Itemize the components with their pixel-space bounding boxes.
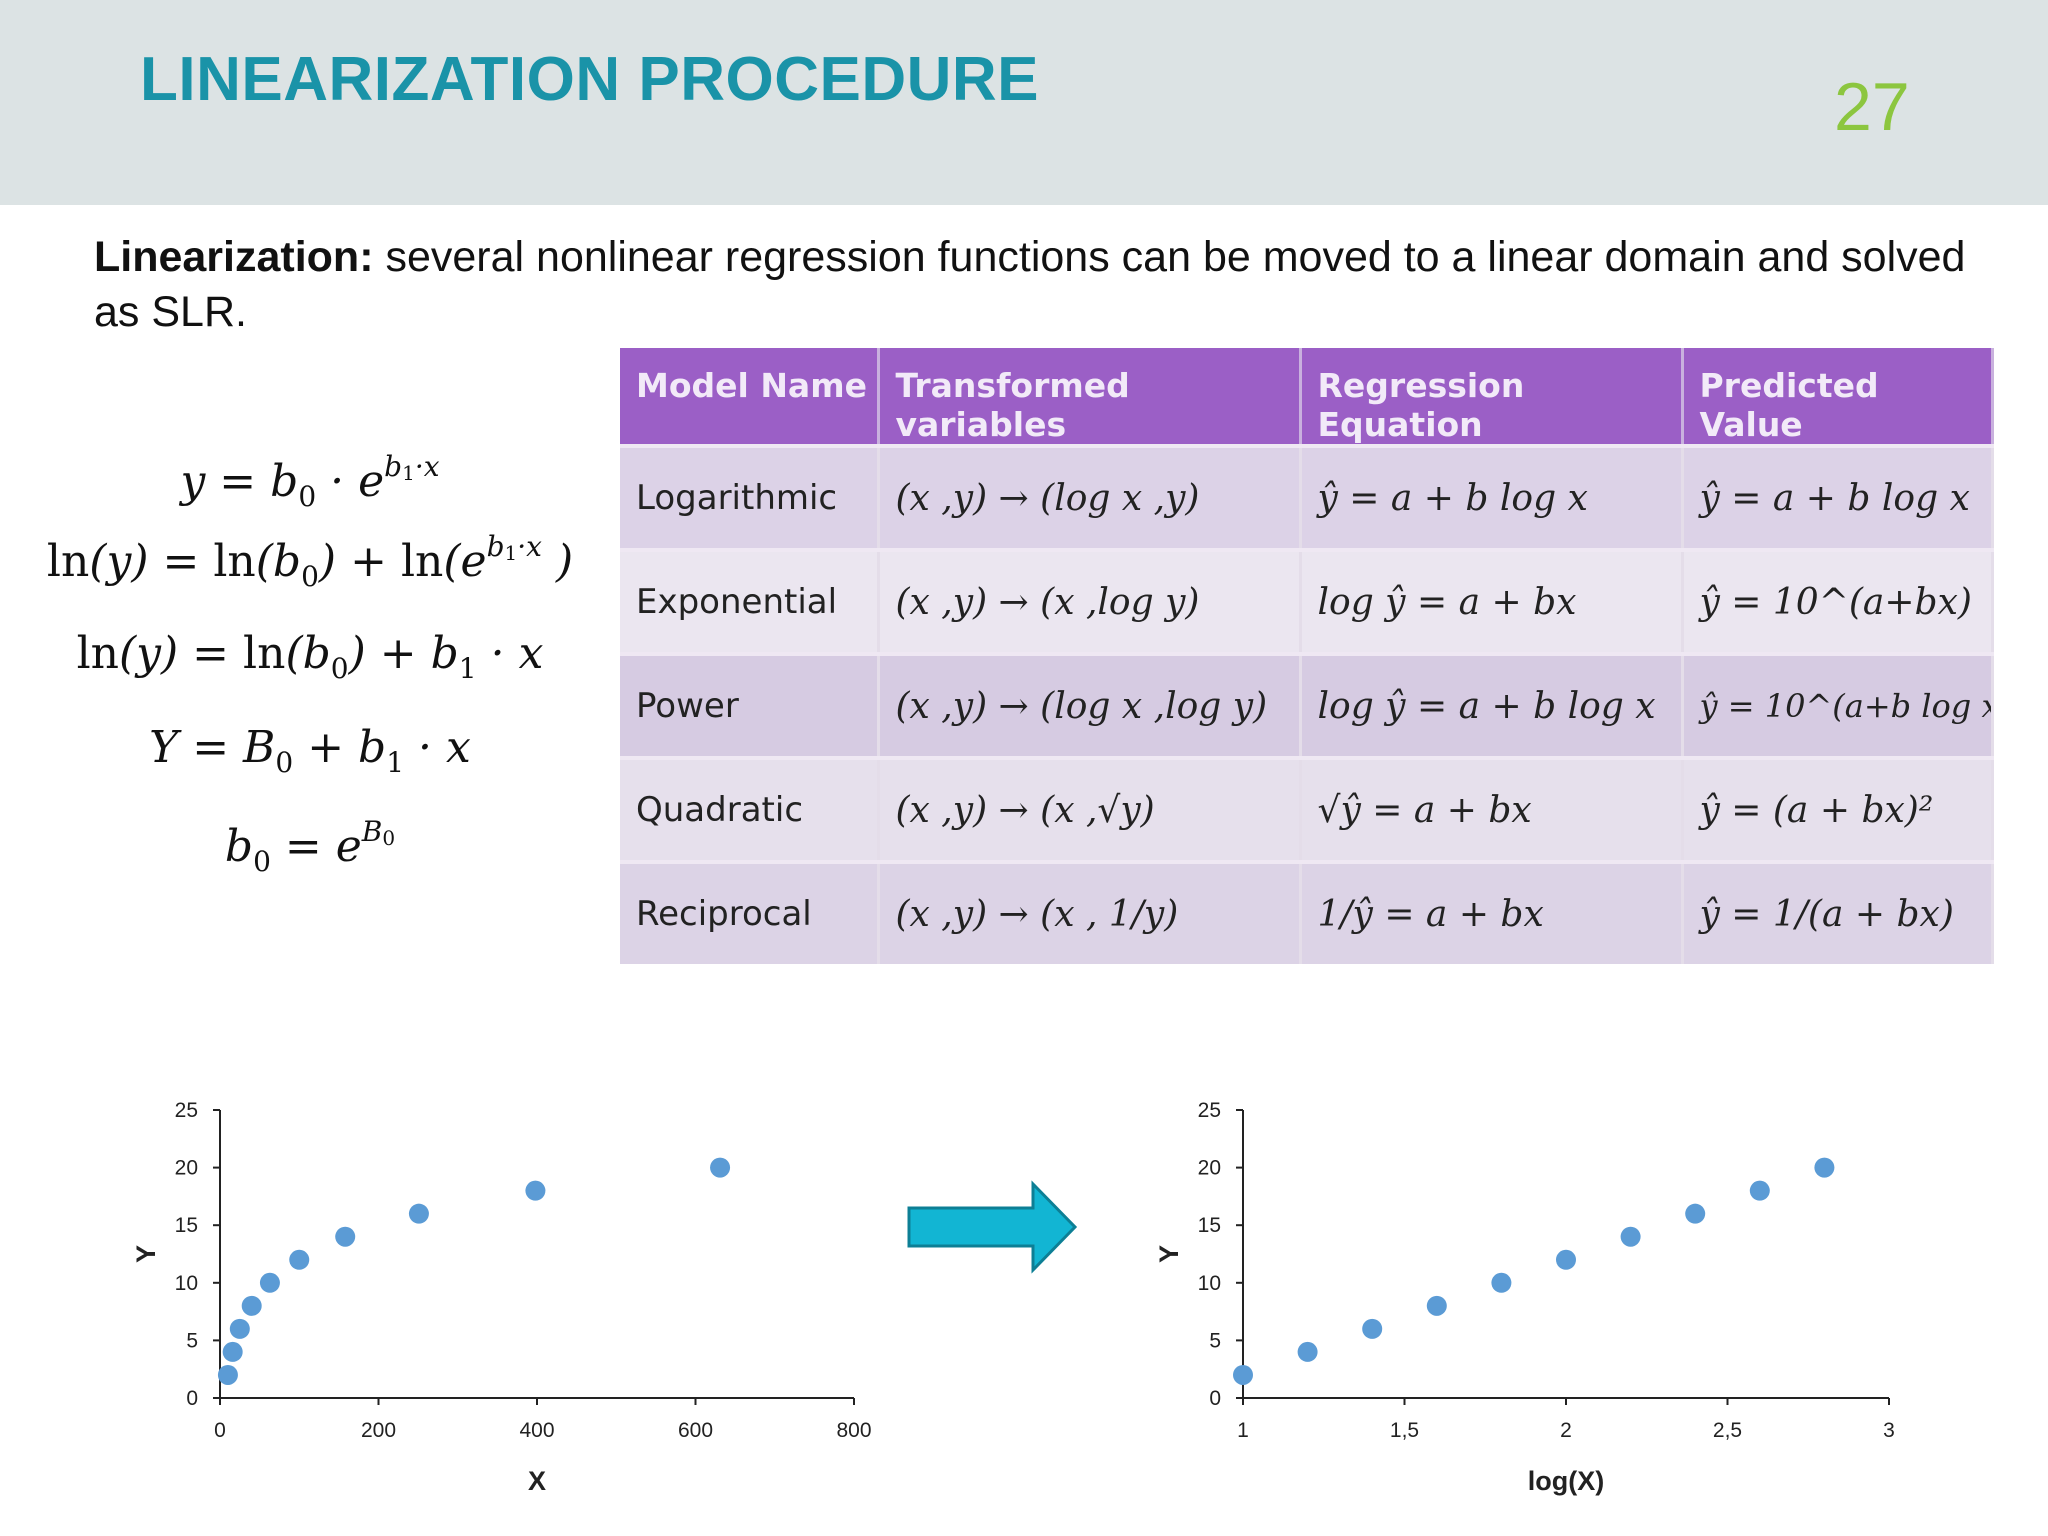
data-point [1362,1318,1383,1339]
y-axis-label: Y [1154,1245,1184,1263]
scatter-chart-logx: 0 5 10 15 20 25 1 1,5 2 2,5 3 log(X) Y [1154,1099,1895,1496]
title-bar: LINEARIZATION PROCEDURE 27 [0,0,2048,205]
regression-equation: 1/ŷ = a + bx [1300,860,1684,964]
header-transformed-variables: Transformed variables [878,348,1302,446]
data-point [1233,1364,1253,1385]
y-tick-label: 20 [175,1157,198,1180]
x-axis-label: X [528,1466,546,1496]
equation-2: ln(y) = ln(b0) + ln(eb1·x ) [46,530,574,593]
data-point [1814,1157,1835,1178]
x-tick-label: 800 [836,1419,871,1442]
scatter-chart-x: 0 5 10 15 20 25 0 200 400 600 800 X Y [131,1099,872,1496]
page-number: 27 [1834,69,1910,145]
equation-5: b0 = eB0 [224,815,396,878]
header-regression-equation: Regression Equation [1300,348,1684,446]
y-tick-label: 20 [1198,1157,1221,1180]
regression-equation: log ŷ = a + bx [1300,548,1684,654]
x-tick-label: 200 [361,1419,396,1442]
x-axis-label: log(X) [1528,1466,1604,1496]
data-point [1491,1272,1512,1293]
y-tick-label: 25 [1198,1099,1221,1122]
table-row: Power (x ,y) → (log x ,log y) log ŷ = a … [620,652,1994,758]
y-axis-label: Y [131,1245,161,1263]
y-tick-label: 15 [175,1214,198,1237]
table-row: Exponential (x ,y) → (x ,log y) log ŷ = … [620,548,1994,654]
equation-1: y = b0 · eb1·x [180,450,440,513]
intro-text: Linearization: several nonlinear regress… [94,230,1974,340]
data-point [1297,1341,1318,1362]
transformed-variables: (x ,y) → (x , 1/y) [878,860,1302,964]
predicted-value: ŷ = 1/(a + bx) [1682,860,1994,964]
data-point [229,1318,250,1339]
y-tick-label: 10 [1198,1272,1221,1295]
data-point [710,1157,731,1178]
x-tick-label: 3 [1883,1419,1895,1442]
header-predicted-value: Predicted Value [1682,348,1994,446]
predicted-value: ŷ = (a + bx)² [1682,756,1994,862]
table-row: Reciprocal (x ,y) → (x , 1/y) 1/ŷ = a + … [620,860,1994,964]
y-tick-label: 5 [1209,1329,1221,1352]
data-point [241,1295,262,1316]
transformed-variables: (x ,y) → (x ,log y) [878,548,1302,654]
intro-term: Linearization: [94,233,374,281]
equation-4: Y = B0 + b1 · x [149,722,471,779]
x-tick-label: 1,5 [1390,1419,1419,1442]
regression-equation: ŷ = a + b log x [1300,444,1684,550]
x-tick-label: 2,5 [1713,1419,1742,1442]
slide-title: LINEARIZATION PROCEDURE [140,45,1040,114]
data-point [335,1226,356,1247]
data-point [222,1341,243,1362]
y-tick-label: 0 [186,1387,198,1410]
table-row: Quadratic (x ,y) → (x ,√y) √ŷ = a + bx ŷ… [620,756,1994,862]
data-point [525,1180,546,1201]
transformed-variables: (x ,y) → (x ,√y) [878,756,1302,862]
transformed-variables: (x ,y) → (log x ,log y) [878,652,1302,758]
y-tick-label: 5 [186,1329,198,1352]
y-tick-label: 10 [175,1272,198,1295]
data-point [408,1203,429,1224]
model-name: Quadratic [620,756,880,862]
y-tick-label: 25 [175,1099,198,1122]
x-tick-label: 0 [214,1419,226,1442]
x-tick-label: 2 [1560,1419,1572,1442]
y-tick-label: 15 [1198,1214,1221,1237]
model-name: Power [620,652,880,758]
model-name: Logarithmic [620,444,880,550]
table-row: Logarithmic (x ,y) → (log x ,y) ŷ = a + … [620,444,1994,550]
data-point [1685,1203,1706,1224]
predicted-value: ŷ = 10^(a+bx) [1682,548,1994,654]
data-point [217,1364,238,1385]
x-tick-label: 400 [519,1419,554,1442]
intro-body: several nonlinear regression functions c… [94,233,1966,336]
regression-equation: √ŷ = a + bx [1300,756,1684,862]
data-point [259,1272,280,1293]
data-point [1426,1295,1447,1316]
data-point [289,1249,310,1270]
data-point [1749,1180,1770,1201]
y-tick-label: 0 [1209,1387,1221,1410]
data-point [1620,1226,1641,1247]
x-tick-label: 1 [1237,1419,1249,1442]
right-arrow-icon [907,1180,1078,1274]
transformed-variables: (x ,y) → (log x ,y) [878,444,1302,550]
model-name: Reciprocal [620,860,880,964]
header-model-name: Model Name [620,348,880,446]
equation-3: ln(y) = ln(b0) + b1 · x [76,628,544,685]
regression-equation: log ŷ = a + b log x [1300,652,1684,758]
x-tick-label: 600 [678,1419,713,1442]
data-point [1556,1249,1576,1270]
linearization-table: Model Name Transformed variables Regress… [620,348,1994,964]
table-header-row: Model Name Transformed variables Regress… [620,348,1994,446]
model-name: Exponential [620,548,880,654]
predicted-value: ŷ = a + b log x [1682,444,1994,550]
predicted-value: ŷ = 10^(a+b log x) [1682,652,1994,758]
